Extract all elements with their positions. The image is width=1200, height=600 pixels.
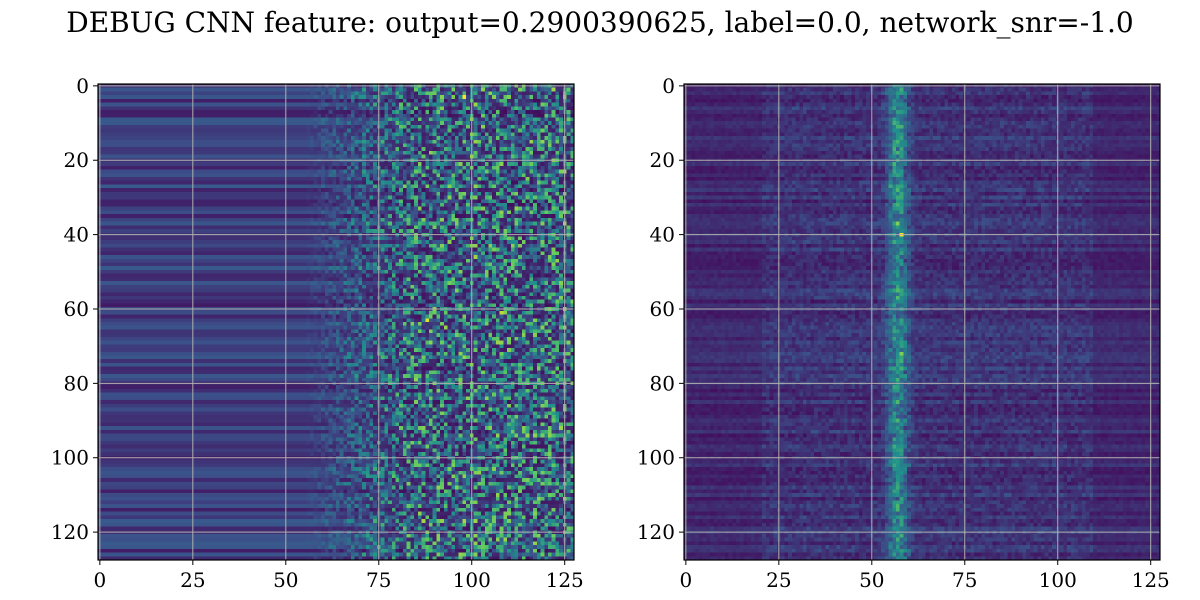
y-tick-label: 80 [650,371,675,395]
x-tick-label: 25 [766,568,791,592]
y-tick-label: 60 [64,297,89,321]
x-tick-label: 100 [1039,568,1077,592]
heatmap-panel-right: 0 25 50 75 100 125 0 20 40 60 80 100 120 [637,74,1170,592]
heatmap-cells [684,84,1160,560]
y-tick-label: 40 [64,223,89,247]
y-tick-label: 100 [51,446,89,470]
y-tick-label: 100 [637,446,675,470]
y-tick-label: 20 [64,148,89,172]
y-tick-label: 0 [76,74,89,98]
x-tick-label: 50 [859,568,884,592]
heatmap-cells [98,84,574,560]
y-tick-label: 120 [51,520,89,544]
axes-frame [683,83,1161,561]
x-tick-label: 125 [546,568,584,592]
x-tick-label: 0 [93,568,106,592]
x-tick-label: 75 [366,568,391,592]
axes-frame [97,83,575,561]
x-tick-label: 0 [679,568,692,592]
y-tick-label: 20 [650,148,675,172]
x-tick-label: 125 [1132,568,1170,592]
y-tick-label: 0 [662,74,675,98]
y-tick-label: 40 [650,223,675,247]
x-tick-label: 75 [952,568,977,592]
x-tick-label: 25 [180,568,205,592]
y-tick-label: 60 [650,297,675,321]
figure-title: DEBUG CNN feature: output=0.2900390625, … [66,6,1134,39]
y-tick-label: 80 [64,371,89,395]
y-tick-label: 120 [637,520,675,544]
x-tick-label: 100 [453,568,491,592]
heatmap-panel-left: 0 25 50 75 100 125 0 20 40 60 80 100 120 [51,74,584,592]
x-tick-label: 50 [273,568,298,592]
